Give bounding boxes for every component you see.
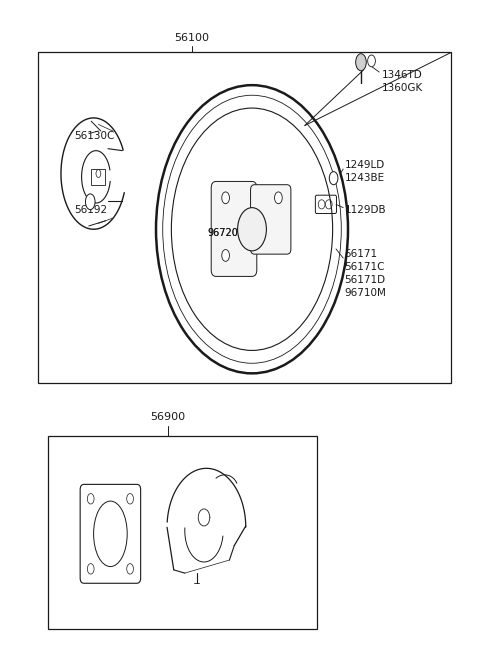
Text: 56171D: 56171D bbox=[345, 275, 386, 286]
Text: 1129DB: 1129DB bbox=[345, 204, 386, 215]
Text: 96720D: 96720D bbox=[207, 227, 246, 238]
Text: 1249LD: 1249LD bbox=[345, 160, 385, 170]
Ellipse shape bbox=[198, 509, 210, 526]
Ellipse shape bbox=[222, 192, 229, 204]
FancyBboxPatch shape bbox=[251, 185, 291, 254]
Text: 1243BE: 1243BE bbox=[345, 173, 385, 183]
Ellipse shape bbox=[356, 54, 366, 71]
Text: 56900: 56900 bbox=[150, 413, 186, 422]
Text: 56130C: 56130C bbox=[74, 130, 115, 141]
Ellipse shape bbox=[275, 192, 282, 204]
Ellipse shape bbox=[85, 194, 95, 210]
Text: 1346TD: 1346TD bbox=[382, 70, 422, 81]
Text: 56171C: 56171C bbox=[345, 262, 385, 272]
Text: 56171: 56171 bbox=[345, 249, 378, 259]
Text: 96720D: 96720D bbox=[207, 227, 246, 238]
Ellipse shape bbox=[329, 172, 338, 185]
Ellipse shape bbox=[368, 55, 375, 67]
Bar bbox=[48, 436, 317, 629]
Bar bbox=[91, 169, 105, 185]
Ellipse shape bbox=[96, 170, 101, 178]
Ellipse shape bbox=[222, 250, 229, 261]
Text: 1360GK: 1360GK bbox=[382, 83, 423, 94]
Text: 96710M: 96710M bbox=[345, 288, 386, 299]
Bar bbox=[38, 52, 451, 383]
Ellipse shape bbox=[171, 108, 333, 350]
Ellipse shape bbox=[238, 208, 266, 251]
Text: 56192: 56192 bbox=[74, 204, 108, 215]
Text: 56100: 56100 bbox=[175, 33, 209, 43]
FancyBboxPatch shape bbox=[211, 181, 257, 276]
